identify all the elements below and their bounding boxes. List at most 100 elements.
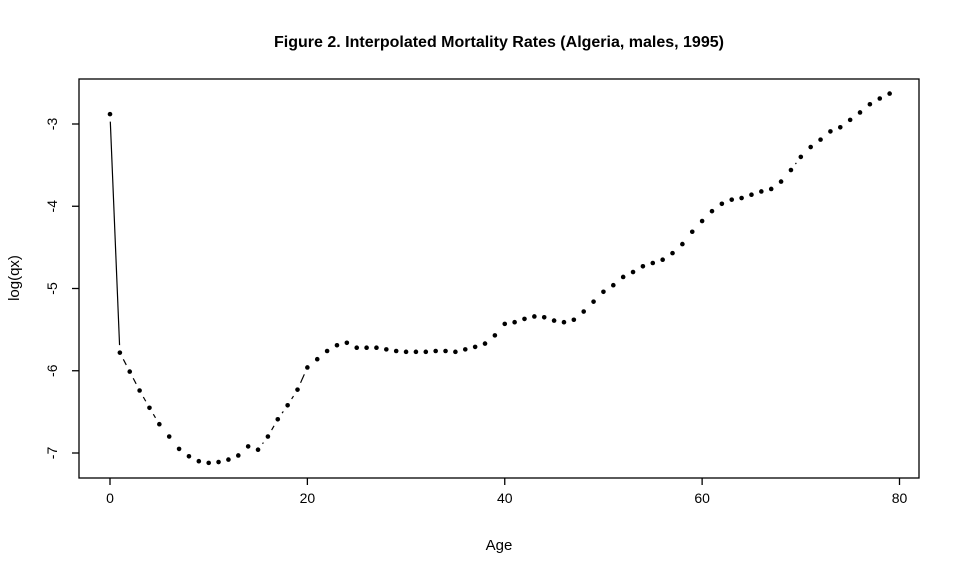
data-point bbox=[660, 257, 665, 263]
data-point bbox=[492, 333, 498, 338]
data-point bbox=[285, 402, 290, 408]
data-point bbox=[749, 192, 754, 198]
data-point bbox=[305, 365, 310, 370]
data-point bbox=[532, 314, 537, 319]
y-axis-tick-label: -3 bbox=[44, 118, 60, 131]
plot-area: 0 20 40 60 80 -3 -4 -5 -6 -7 bbox=[44, 78, 920, 506]
data-point bbox=[344, 340, 350, 346]
data-point bbox=[709, 208, 715, 214]
series-segment bbox=[300, 374, 305, 384]
series-segment bbox=[281, 411, 284, 414]
data-point bbox=[403, 349, 409, 355]
series-segment bbox=[152, 413, 156, 419]
data-point bbox=[324, 348, 330, 354]
data-point bbox=[630, 269, 636, 275]
y-axis-tick-label: -6 bbox=[44, 364, 60, 377]
data-point bbox=[235, 453, 241, 458]
data-point bbox=[887, 91, 892, 96]
series-segment bbox=[142, 396, 147, 402]
data-point bbox=[423, 349, 429, 355]
data-point bbox=[157, 421, 162, 427]
chart-title: Figure 2. Interpolated Mortality Rates (… bbox=[274, 34, 724, 51]
data-point bbox=[384, 347, 389, 352]
series-segment bbox=[122, 359, 127, 366]
data-point bbox=[334, 342, 340, 348]
data-point bbox=[611, 282, 616, 288]
data-point bbox=[778, 179, 784, 184]
data-point bbox=[147, 405, 152, 411]
data-point bbox=[314, 356, 320, 362]
data-point bbox=[828, 129, 833, 134]
data-point bbox=[837, 124, 843, 130]
data-point bbox=[255, 447, 261, 453]
data-point bbox=[443, 348, 448, 354]
data-point bbox=[689, 229, 695, 235]
data-point bbox=[522, 316, 527, 322]
data-point bbox=[364, 345, 369, 351]
series-segment bbox=[794, 162, 797, 165]
data-point bbox=[857, 110, 863, 115]
data-point bbox=[206, 460, 211, 466]
data-point bbox=[275, 416, 281, 422]
series-segment bbox=[291, 395, 295, 400]
data-point bbox=[216, 459, 221, 465]
x-axis-tick-label: 60 bbox=[694, 490, 710, 506]
data-point bbox=[196, 458, 202, 464]
data-point bbox=[245, 444, 251, 449]
data-point bbox=[393, 348, 399, 354]
series-segment bbox=[262, 442, 264, 445]
data-point bbox=[176, 446, 182, 452]
series-segment bbox=[271, 425, 275, 431]
x-axis-tick-label: 20 bbox=[300, 490, 316, 506]
data-point bbox=[137, 388, 142, 393]
data-point bbox=[226, 457, 231, 462]
data-point bbox=[453, 349, 458, 355]
data-point bbox=[798, 154, 804, 160]
data-point bbox=[867, 101, 873, 107]
data-point bbox=[413, 349, 419, 355]
data-point bbox=[295, 387, 300, 392]
data-point bbox=[699, 218, 705, 224]
data-point bbox=[670, 250, 675, 256]
data-point bbox=[107, 111, 113, 117]
data-point bbox=[561, 319, 567, 325]
data-point bbox=[462, 347, 468, 352]
data-point bbox=[729, 197, 735, 202]
data-point bbox=[374, 345, 379, 351]
x-axis-tick-label: 40 bbox=[497, 490, 513, 506]
data-point bbox=[571, 317, 577, 323]
data-point bbox=[601, 289, 606, 295]
data-point bbox=[551, 318, 557, 323]
x-axis-tick-label: 0 bbox=[106, 490, 114, 506]
data-point bbox=[472, 344, 478, 350]
data-point bbox=[127, 369, 133, 374]
x-axis-title: Age bbox=[486, 537, 513, 554]
data-point bbox=[739, 195, 744, 201]
y-axis-tick-label: -4 bbox=[44, 200, 60, 213]
data-point bbox=[482, 341, 488, 346]
series-segment bbox=[132, 377, 137, 385]
data-point bbox=[186, 453, 192, 459]
data-point bbox=[117, 350, 123, 355]
data-point bbox=[768, 186, 774, 192]
data-point bbox=[680, 241, 685, 247]
data-point bbox=[877, 96, 883, 101]
data-point bbox=[433, 348, 438, 354]
data-point bbox=[818, 137, 823, 142]
data-point bbox=[512, 319, 517, 325]
data-point bbox=[581, 309, 586, 314]
y-axis-tick-label: -7 bbox=[44, 447, 60, 460]
data-point bbox=[354, 345, 360, 351]
series-segment bbox=[109, 121, 121, 346]
data-point bbox=[808, 144, 813, 150]
data-point bbox=[591, 299, 596, 304]
x-axis-tick-label: 80 bbox=[892, 490, 908, 506]
data-point bbox=[620, 274, 626, 280]
data-point bbox=[265, 434, 271, 439]
data-point bbox=[847, 117, 853, 123]
data-point bbox=[166, 434, 172, 439]
data-point bbox=[640, 263, 646, 269]
data-point bbox=[650, 260, 656, 266]
